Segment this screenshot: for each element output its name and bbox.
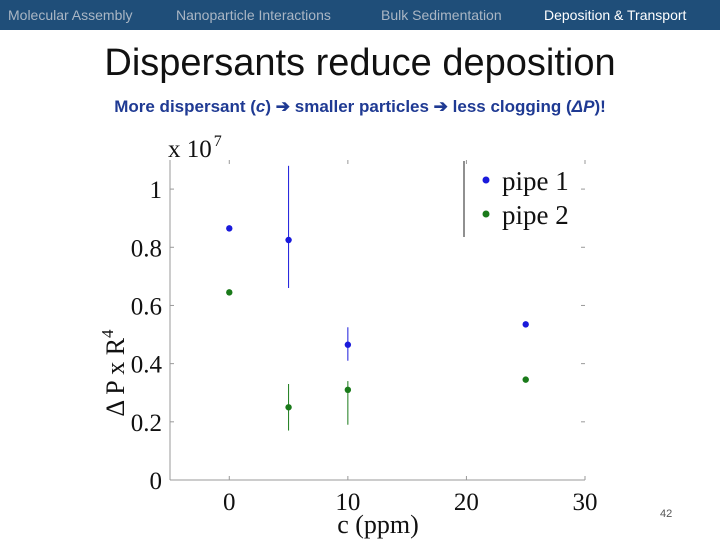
nav-item-bulk-sedimentation[interactable]: Bulk Sedimentation xyxy=(381,7,502,23)
y-tick-label: 1 xyxy=(150,177,163,204)
y-tick-label: 0.8 xyxy=(131,235,162,262)
right-arrow-icon: ➔ xyxy=(433,97,448,116)
subtitle-text: ) xyxy=(265,97,276,116)
x-axis-label: c (ppm) xyxy=(337,510,419,539)
legend-marker-series-2 xyxy=(482,210,490,218)
data-point-series-2 xyxy=(226,289,233,296)
y-multiplier-exponent: 7 xyxy=(214,133,222,150)
y-label-text: Δ P x R xyxy=(101,337,130,416)
data-point-series-1 xyxy=(522,321,529,328)
chart-points xyxy=(226,225,529,411)
data-point-series-1 xyxy=(285,236,292,244)
slide-subtitle: More dispersant (c) ➔ smaller particles … xyxy=(0,97,720,117)
y-tick-label: 0 xyxy=(150,468,163,495)
subtitle-variable-delta-p: ΔP xyxy=(571,97,595,116)
chart-ticks: 00.20.40.60.810 10 20 30 xyxy=(131,160,598,516)
slide-title: Dispersants reduce deposition xyxy=(104,42,616,84)
y-axis-multiplier: x 10 7 xyxy=(168,133,222,163)
scatter-chart: 00.20.40.60.810 10 20 30 x 10 7 Δ P x R4 c (… xyxy=(98,133,598,539)
subtitle-text: )! xyxy=(594,97,606,116)
chart-axes xyxy=(169,160,585,481)
subtitle-text: less clogging ( xyxy=(447,97,572,116)
y-label-superscript: 4 xyxy=(98,329,117,338)
data-point-series-1 xyxy=(344,341,352,348)
legend-label-series-1: pipe 1 xyxy=(502,166,569,196)
legend-label-series-2: pipe 2 xyxy=(502,200,569,230)
y-tick-label: 0.2 xyxy=(131,410,162,437)
y-multiplier-text: x 10 xyxy=(168,136,212,163)
x-tick-label: 30 xyxy=(573,489,598,516)
subtitle-text: smaller particles xyxy=(290,97,434,116)
top-navigation-bar: Molecular Assembly Nanoparticle Interact… xyxy=(0,0,720,30)
legend-marker-series-1 xyxy=(482,176,490,184)
nav-item-deposition-transport[interactable]: Deposition & Transport xyxy=(544,7,687,23)
right-arrow-icon: ➔ xyxy=(275,97,291,116)
data-point-series-2 xyxy=(522,376,529,383)
x-tick-label: 0 xyxy=(223,489,236,516)
data-point-series-2 xyxy=(285,404,292,411)
data-point-series-1 xyxy=(226,225,233,232)
page-number: 42 xyxy=(660,508,673,520)
x-tick-label: 10 xyxy=(335,489,360,516)
y-tick-label: 0.6 xyxy=(131,293,162,320)
nav-item-nanoparticle-interactions[interactable]: Nanoparticle Interactions xyxy=(176,7,331,23)
chart-error-bars xyxy=(288,165,349,431)
data-point-series-2 xyxy=(344,386,352,394)
y-axis-label: Δ P x R4 xyxy=(98,329,130,417)
subtitle-text: More dispersant ( xyxy=(114,97,256,116)
nav-item-molecular-assembly[interactable]: Molecular Assembly xyxy=(8,7,133,23)
subtitle-variable-c: c xyxy=(255,97,266,116)
chart-legend: pipe 1 pipe 2 xyxy=(463,161,569,237)
x-tick-label: 20 xyxy=(454,489,479,516)
y-tick-label: 0.4 xyxy=(131,352,163,379)
